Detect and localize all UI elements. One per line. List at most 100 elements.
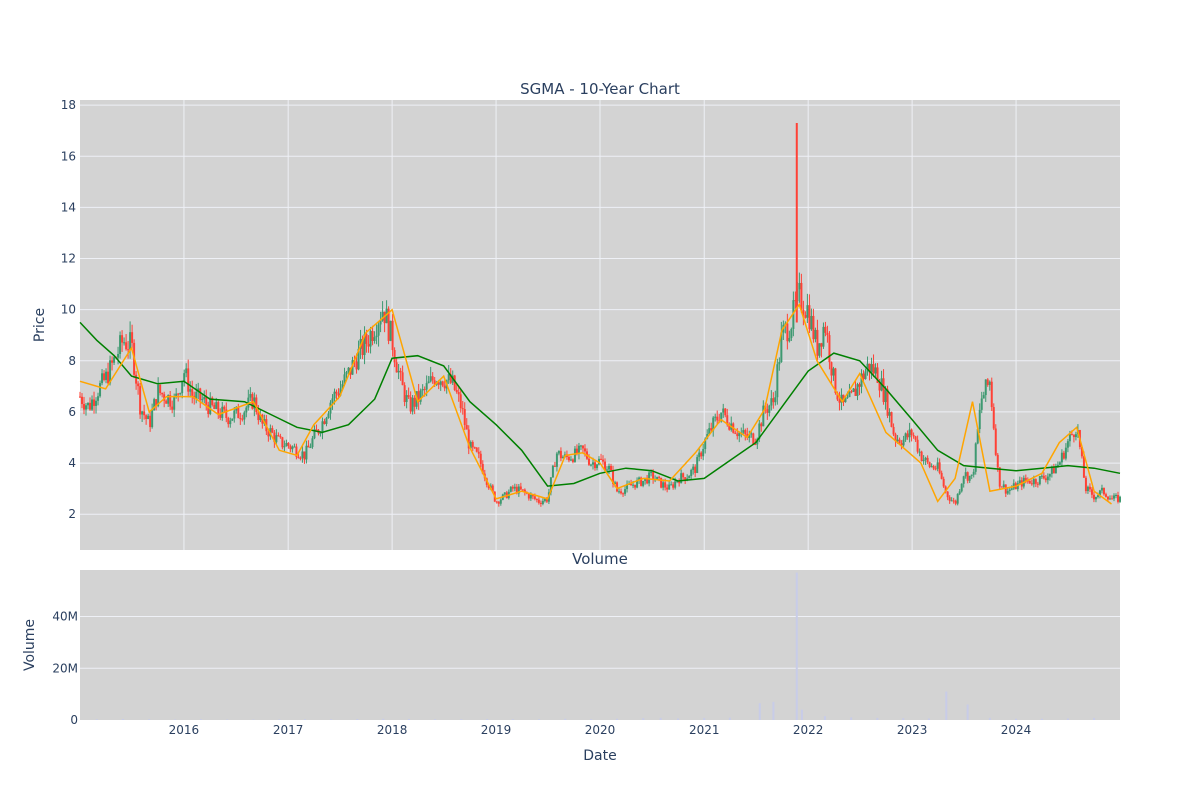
candle-body (587, 458, 590, 465)
candle-body (549, 477, 552, 493)
candle-body (561, 456, 564, 459)
candle-body (688, 476, 691, 479)
candle-body (101, 373, 104, 384)
candle-body (924, 457, 927, 460)
candle-body (243, 412, 246, 420)
candle-body (956, 493, 959, 504)
candle-body (469, 441, 472, 449)
volume-y-ticks: 0 20M 40M (52, 610, 78, 727)
candle-body (189, 389, 192, 392)
candle-body (335, 391, 338, 394)
candle-body (1032, 479, 1035, 485)
candle-body (642, 480, 645, 486)
candle-body (491, 485, 494, 492)
candle-body (371, 330, 374, 341)
candle-body (163, 394, 166, 401)
candle-body (938, 462, 941, 473)
candle-body (285, 443, 288, 447)
candle-body (529, 494, 532, 499)
candle-body (569, 459, 572, 461)
candle-body (377, 324, 380, 336)
candle-body (838, 399, 841, 403)
candle-body (1008, 489, 1011, 492)
volume-bar (538, 719, 541, 720)
candle-body (215, 402, 218, 409)
price-candles (79, 123, 1121, 507)
candle-body (303, 451, 306, 460)
candle-body (427, 381, 430, 384)
candle-body (1030, 483, 1033, 485)
volume-bar (795, 572, 798, 720)
candle-body (589, 464, 592, 466)
candle-body (307, 445, 310, 448)
candle-body (583, 448, 586, 452)
candle-body (1058, 462, 1061, 465)
candle-body (321, 421, 324, 433)
candle-body (836, 392, 839, 400)
volume-bar (252, 719, 255, 720)
x-tick-label: 2018 (377, 723, 408, 737)
candle-body (201, 399, 204, 401)
candle-body (712, 417, 715, 431)
candle-body (333, 391, 336, 399)
candle-body (972, 471, 975, 475)
price-y-tick-label: 4 (68, 456, 76, 470)
candle-body (1070, 434, 1073, 436)
candle-body (958, 491, 961, 494)
candle-body (812, 315, 815, 340)
candle-body (752, 433, 755, 445)
volume-bar (703, 717, 706, 720)
candle-body (87, 402, 90, 406)
candle-body (551, 465, 554, 478)
moving-average-short-line (79, 302, 1112, 505)
candle-body (634, 484, 637, 488)
candle-body (910, 429, 913, 435)
x-tick-label: 2019 (481, 723, 512, 737)
candle-body (271, 428, 274, 433)
candle-body (904, 433, 907, 440)
candle-body (153, 399, 156, 411)
candle-body (1028, 480, 1031, 484)
candle-body (441, 381, 444, 386)
candle-body (798, 282, 801, 290)
candle-body (868, 363, 871, 373)
candle-body (519, 486, 522, 490)
candle-body (630, 483, 633, 486)
candle-body (527, 493, 530, 499)
candle-body (876, 367, 879, 383)
candle-body (305, 445, 308, 460)
candle-body (1018, 480, 1021, 484)
candle-body (664, 482, 667, 488)
volume-bar (800, 709, 803, 720)
candle-body (692, 466, 695, 470)
candle-body (886, 389, 889, 416)
price-y-tick-label: 18 (61, 98, 76, 112)
candle-body (147, 415, 150, 420)
candle-body (381, 311, 384, 321)
volume-bar (1093, 717, 1096, 720)
candle-body (854, 388, 857, 396)
candle-body (660, 477, 663, 488)
candle-body (555, 453, 558, 467)
candle-body (1086, 486, 1089, 492)
candle-body (109, 360, 112, 384)
candle-body (413, 397, 416, 407)
candle-body (770, 398, 773, 406)
candle-body (970, 474, 973, 476)
candle-body (1052, 466, 1055, 474)
candle-body (846, 397, 849, 399)
volume-y-tick-label: 0 (70, 713, 78, 727)
candle-body (942, 478, 945, 487)
candle-body (567, 456, 570, 461)
candle-body (902, 439, 905, 446)
candle-body (700, 452, 703, 457)
candle-body (992, 407, 995, 429)
candle-body (720, 412, 723, 422)
candle-body (608, 465, 611, 470)
candle-body (922, 459, 925, 461)
x-tick-label: 2023 (897, 723, 928, 737)
candle-body (1092, 494, 1095, 500)
candle-body (914, 436, 917, 440)
candle-body (465, 424, 468, 430)
candle-body (179, 393, 182, 395)
